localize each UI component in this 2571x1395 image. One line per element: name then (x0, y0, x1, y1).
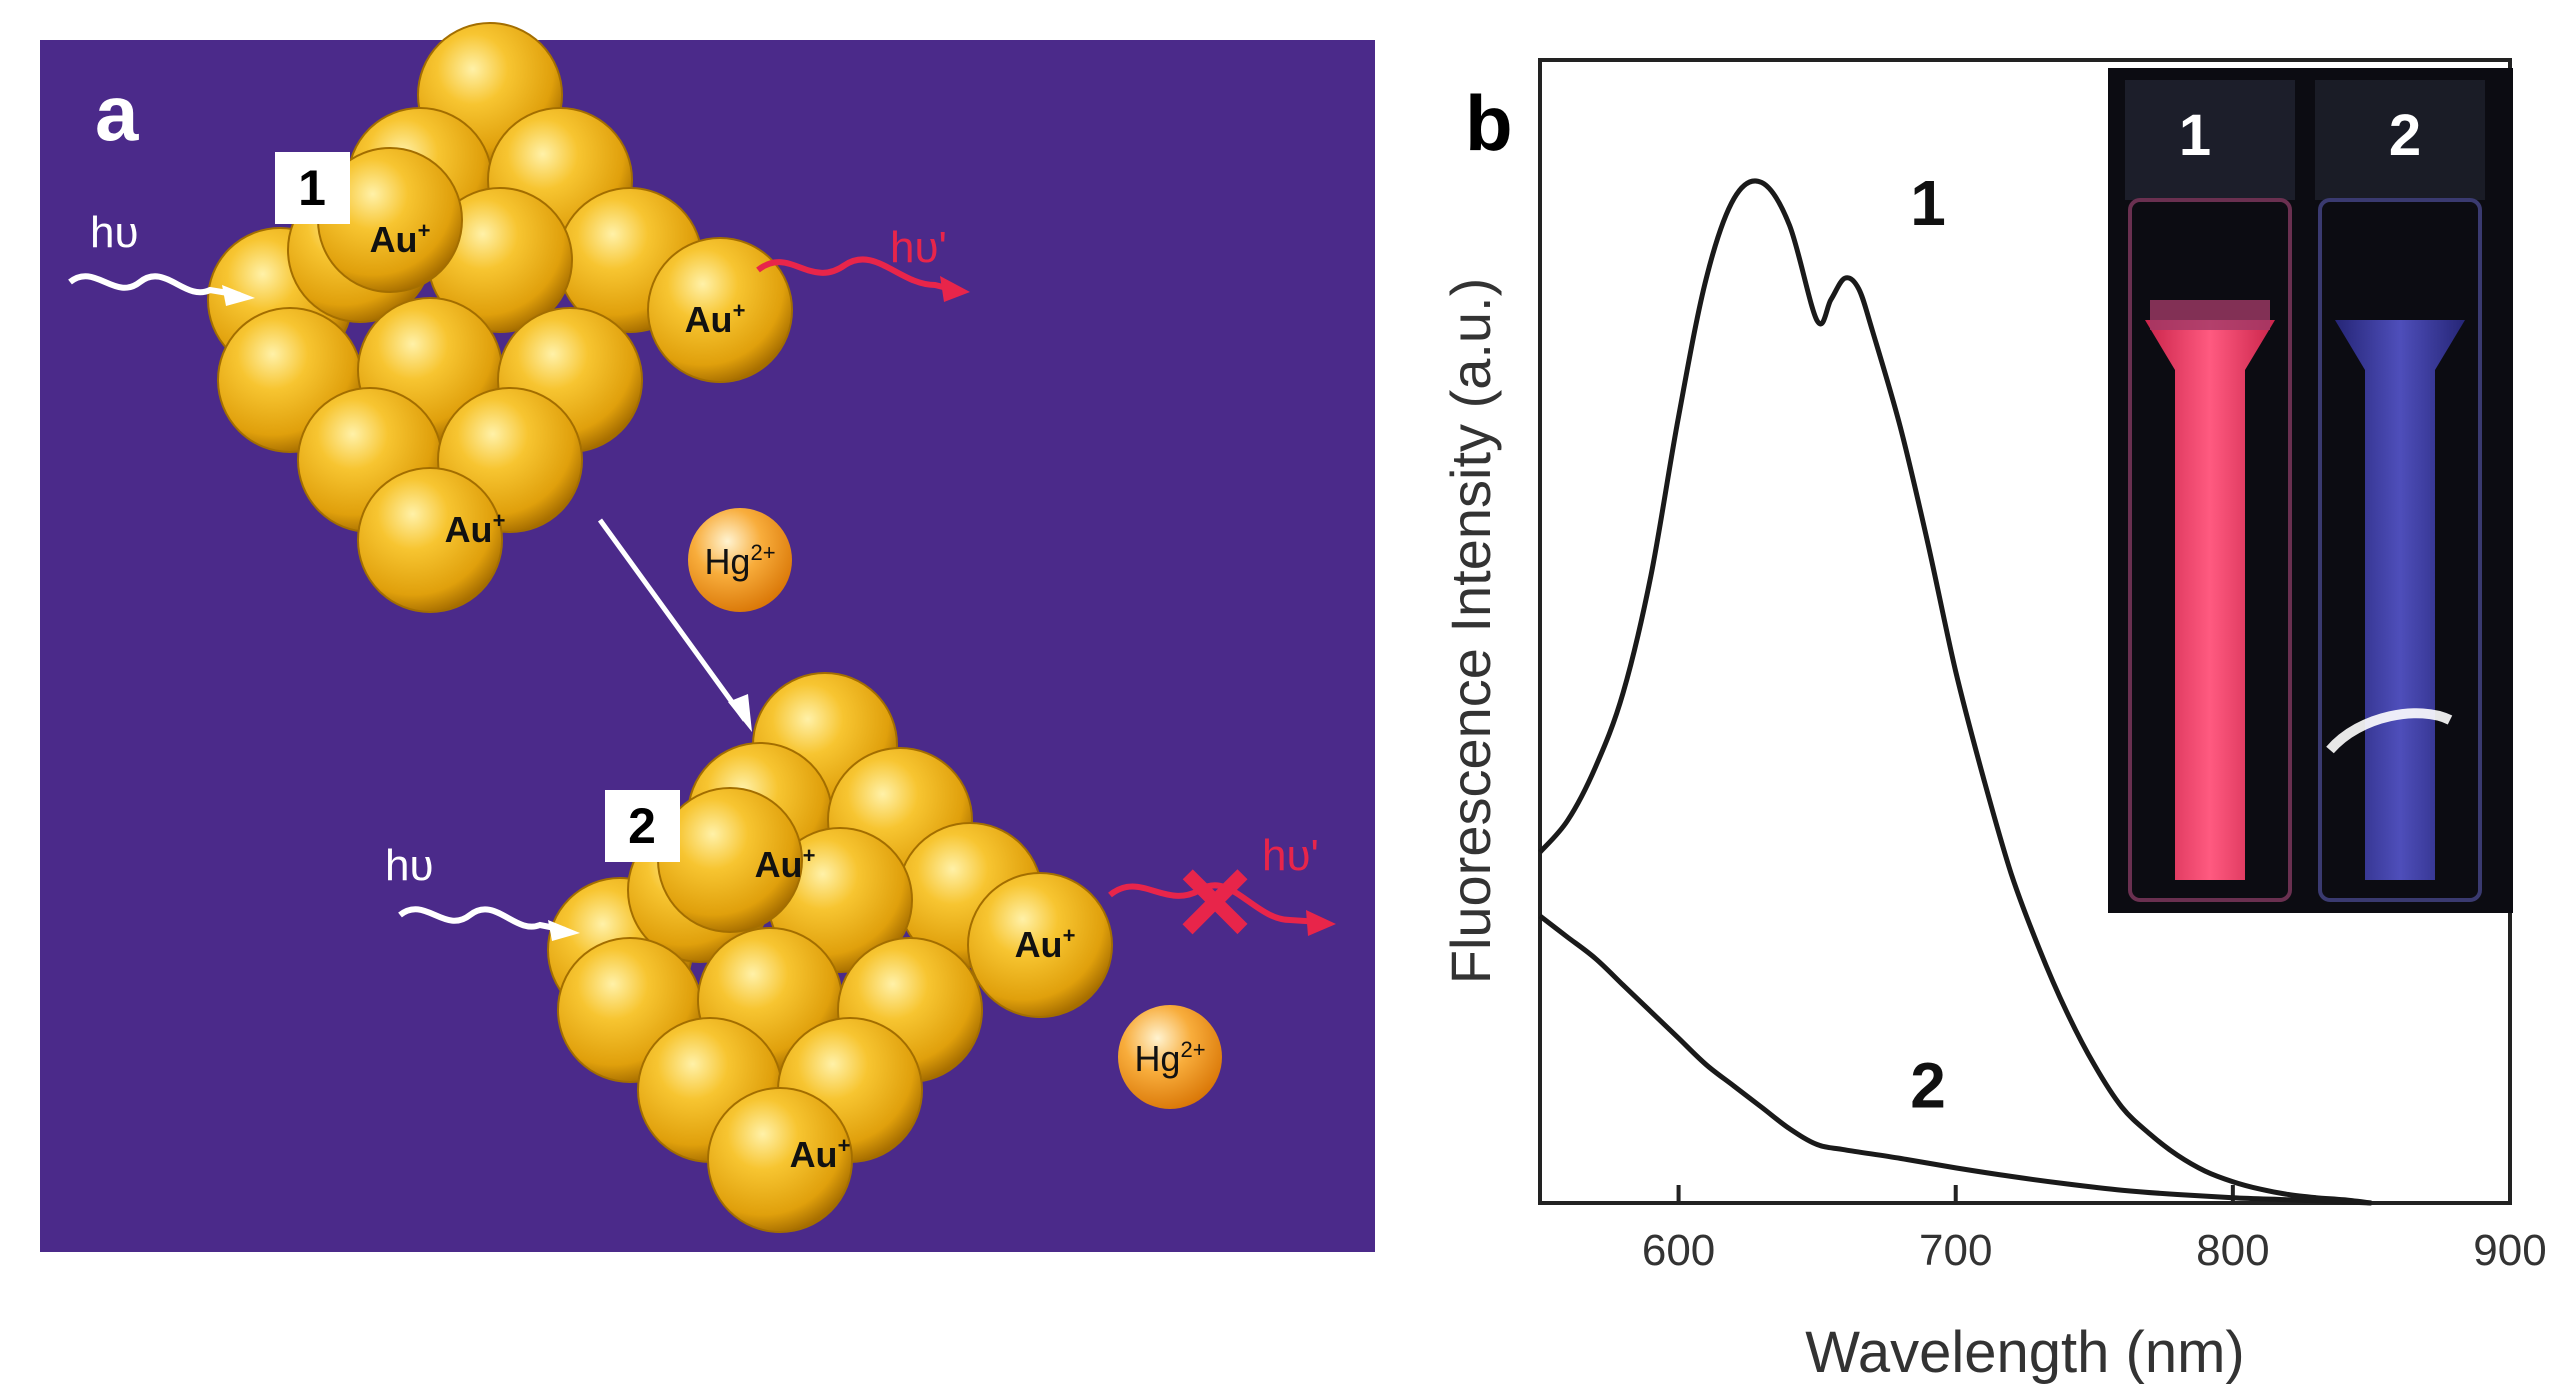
state-2-excitation-arrow (398, 906, 580, 941)
au-ion-label: Au+ (685, 298, 746, 340)
gold-cluster-2: Au+ Au+ Au+ (547, 672, 1113, 1233)
reaction-arrow (597, 518, 752, 732)
state-2-emission-arrow (1108, 882, 1336, 936)
gold-cluster-1: Au+ Au+ Au+ (207, 22, 793, 613)
au-ion-label: Au+ (790, 1133, 851, 1175)
svg-text:1: 1 (298, 160, 326, 216)
au-ion-label: Au+ (1015, 923, 1076, 965)
vial-photo-inset: 1 2 (2108, 68, 2513, 913)
panel-b: b 600 700 800 900 12 Wavelength (nm) Fluore… (1439, 58, 2547, 1385)
au-ion-label: Au+ (445, 508, 506, 550)
svg-text:Hg2+: Hg2+ (704, 540, 775, 582)
curve-label: 1 (1910, 167, 1946, 239)
panel-a: a Au+ Au+ Au+ Au+ Au+ Au+ 1 hυ hυ' (40, 22, 1375, 1252)
curve-label: 2 (1910, 1049, 1946, 1121)
x-axis-ticks: 600 700 800 900 (1642, 1185, 2547, 1275)
x-tick-label: 700 (1919, 1226, 1992, 1275)
state-1-excitation-label: hυ (90, 208, 139, 257)
vial-1-label: 1 (2179, 103, 2211, 168)
state-1-badge: 1 (275, 152, 350, 224)
state-2-excitation-label: hυ (385, 841, 434, 890)
state-1-excitation-arrow (68, 273, 255, 306)
curve-annotations: 12 (1910, 167, 1946, 1121)
state-1-emission-arrow (756, 256, 970, 302)
gold-atom (357, 467, 503, 613)
series-lines (1538, 178, 2372, 1206)
series-line-2 (1538, 914, 2372, 1206)
au-ion-label: Au+ (755, 843, 816, 885)
gold-atom (707, 1087, 853, 1233)
state-1-emission-label: hυ' (890, 223, 947, 272)
y-axis-label: Fluorescence Intensity (a.u.) (1439, 278, 1502, 985)
vial-2-label: 2 (2389, 103, 2421, 168)
series-line-1 (1538, 178, 2372, 1206)
state-2-badge: 2 (605, 790, 680, 862)
gold-atom (967, 872, 1113, 1018)
vial-2 (2318, 198, 2482, 902)
state-2-emission-label: hυ' (1262, 831, 1319, 880)
svg-text:Hg2+: Hg2+ (1134, 1037, 1205, 1079)
quenched-cross-icon: × (1177, 827, 1253, 973)
gold-atom (647, 237, 793, 383)
svg-text:2: 2 (628, 798, 656, 854)
x-axis-label: Wavelength (nm) (1805, 1320, 2244, 1385)
mercury-ion-1: Hg2+ (688, 508, 792, 612)
au-ion-label: Au+ (370, 218, 431, 260)
x-tick-label: 900 (2473, 1226, 2546, 1275)
mercury-ion-2: Hg2+ (1118, 1005, 1222, 1109)
panel-a-label: a (95, 69, 139, 157)
x-tick-label: 800 (2196, 1226, 2269, 1275)
x-tick-label: 600 (1642, 1226, 1715, 1275)
panel-b-label: b (1465, 79, 1513, 167)
vial-1 (2128, 198, 2292, 902)
